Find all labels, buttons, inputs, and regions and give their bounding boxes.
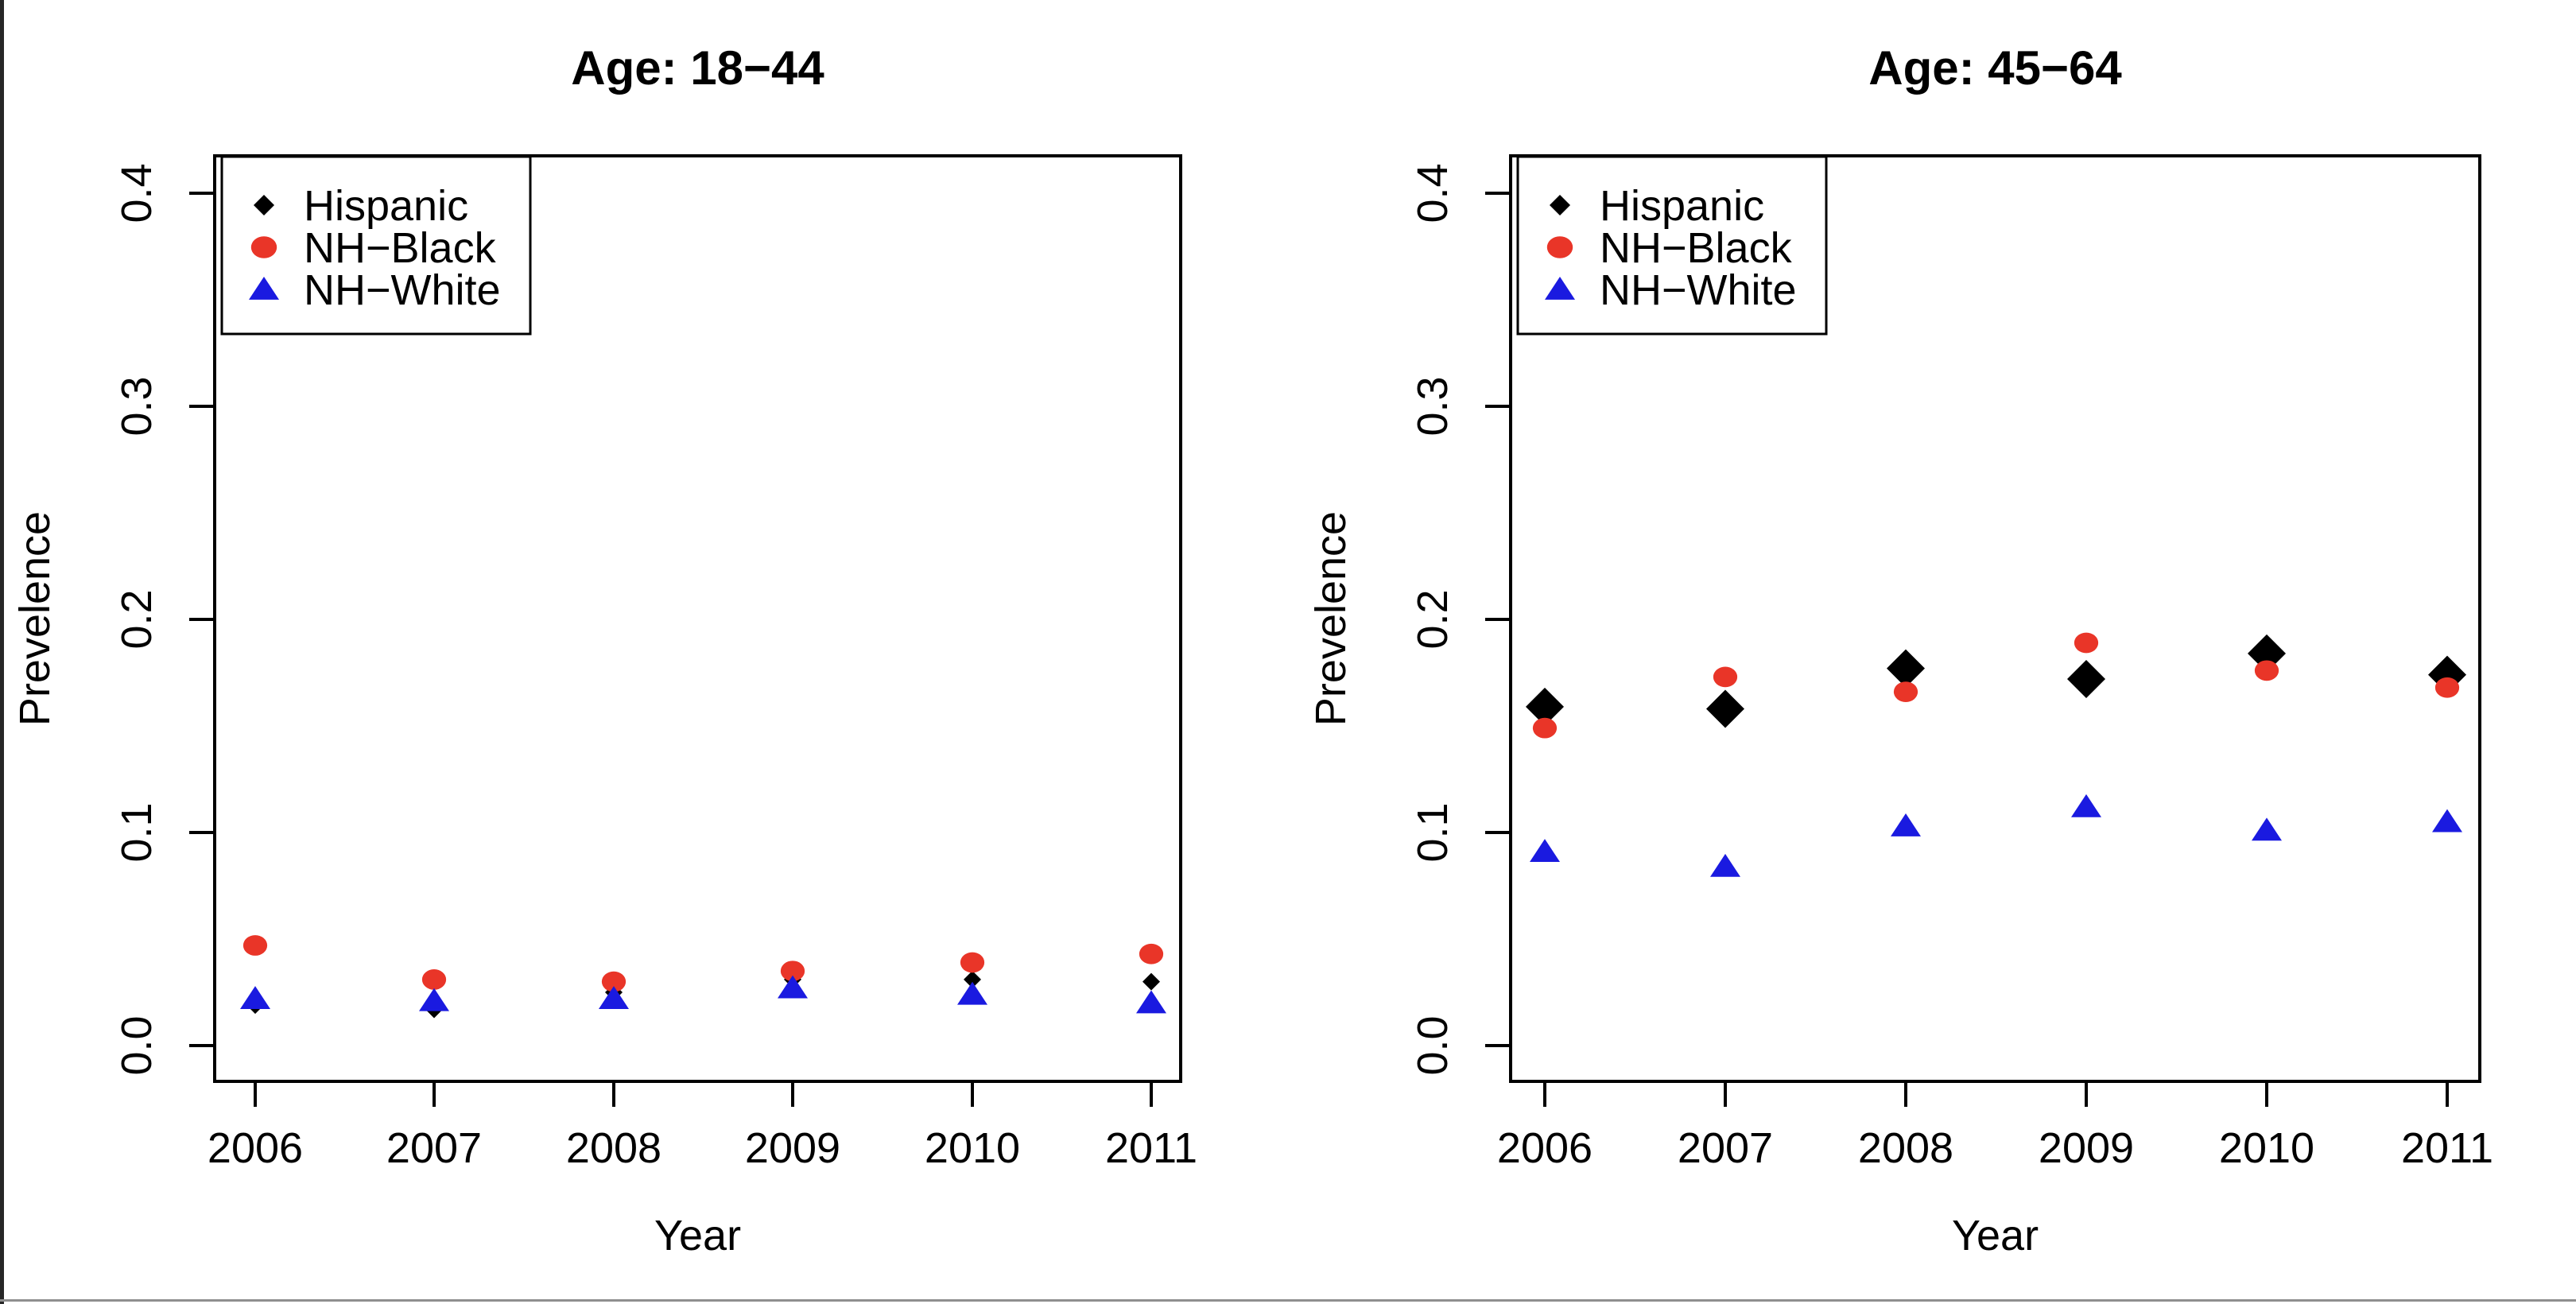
legend-label: NH−White (304, 266, 501, 314)
legend-diamond-marker-icon (1550, 195, 1570, 215)
data-point-2006 (1530, 839, 1560, 863)
legend-triangle-marker-icon (1545, 277, 1575, 300)
data-point-2011 (2434, 677, 2460, 698)
x-tick-label: 2006 (208, 1124, 303, 1172)
legend-label: NH−Black (304, 224, 497, 272)
data-point-2009 (2071, 794, 2101, 817)
data-point-2010 (2252, 817, 2282, 841)
data-point-2009 (780, 961, 805, 982)
data-point-2011 (1139, 943, 1164, 964)
x-tick-label: 2008 (1858, 1124, 1953, 1172)
legend-triangle-marker-icon (249, 277, 279, 300)
x-tick-label: 2007 (1678, 1124, 1773, 1172)
data-point-2007 (1710, 853, 1740, 877)
y-tick-label: 0.1 (113, 802, 161, 862)
data-point-2008 (601, 971, 627, 992)
data-point-2008 (599, 986, 629, 1009)
data-point-2006 (242, 935, 268, 956)
legend-label: Hispanic (304, 182, 468, 230)
data-point-2006 (240, 986, 270, 1009)
data-point-2009 (2074, 632, 2099, 654)
y-tick-label: 0.2 (1409, 589, 1457, 649)
legend-label: NH−Black (1600, 224, 1793, 272)
data-point-2008 (1887, 649, 1925, 688)
x-tick-label: 2008 (566, 1124, 661, 1172)
x-tick-label: 2011 (2401, 1124, 2493, 1172)
data-point-2006 (1526, 687, 1564, 726)
panel-title: Age: 45−64 (1868, 41, 2122, 95)
panel-title: Age: 18−44 (571, 41, 824, 95)
x-axis-label: Year (654, 1212, 741, 1259)
y-axis-label: Prevelence (1307, 511, 1355, 726)
y-tick-label: 0.1 (1409, 802, 1457, 862)
data-point-2011 (1136, 990, 1166, 1014)
data-point-2009 (2067, 660, 2105, 699)
legend-circle-marker-icon (1546, 236, 1573, 258)
legend-circle-marker-icon (250, 236, 277, 258)
data-point-2009 (778, 975, 808, 999)
y-tick-label: 0.4 (1409, 163, 1457, 223)
x-tick-label: 2011 (1105, 1124, 1197, 1172)
data-point-2010 (964, 970, 981, 988)
x-tick-label: 2009 (2039, 1124, 2134, 1172)
y-tick-label: 0.3 (1409, 376, 1457, 436)
series-nh-black (1532, 632, 2460, 739)
y-tick-label: 0.0 (1409, 1015, 1457, 1075)
x-tick-label: 2010 (925, 1124, 1020, 1172)
window-left-edge-line (0, 0, 4, 1304)
y-tick-label: 0.0 (113, 1015, 161, 1075)
legend-diamond-marker-icon (254, 195, 274, 215)
data-point-2008 (1891, 813, 1921, 836)
x-axis-label: Year (1952, 1212, 2039, 1259)
data-point-2010 (960, 952, 985, 973)
y-tick-label: 0.2 (113, 589, 161, 649)
data-point-2011 (1143, 972, 1160, 991)
data-point-2007 (421, 969, 447, 990)
y-axis-label: Prevelence (11, 511, 59, 726)
data-point-2007 (1713, 666, 1738, 688)
y-tick-label: 0.3 (113, 376, 161, 436)
x-tick-label: 2010 (2219, 1124, 2314, 1172)
data-point-2010 (2254, 660, 2279, 681)
data-point-2010 (2248, 634, 2286, 673)
data-point-2007 (1706, 689, 1744, 728)
data-point-2007 (419, 988, 449, 1011)
series-nh-white (240, 975, 1166, 1014)
data-point-2010 (957, 981, 987, 1005)
series-nh-white (1530, 794, 2462, 877)
y-tick-label: 0.4 (113, 163, 161, 223)
panel-age-45-64: Age: 45−64 0.0 0.1 0.2 0.3 0.4 2006 2007 2008 200… (1307, 41, 2493, 1259)
panel-age-18-44: Age: 18−44 0.0 0.1 0.2 0.3 0.4 2006 2007 2008 200… (11, 41, 1197, 1259)
series-hispanic (1526, 634, 2466, 728)
x-tick-label: 2007 (386, 1124, 482, 1172)
legend-label: NH−White (1600, 266, 1797, 314)
data-point-2006 (1532, 717, 1558, 739)
series-nh-black (242, 935, 1164, 992)
x-tick-label: 2006 (1497, 1124, 1593, 1172)
series-hispanic (246, 970, 1160, 1019)
data-point-2011 (2432, 809, 2462, 832)
window-bottom-edge-line (0, 1299, 2576, 1302)
x-tick-label: 2009 (745, 1124, 840, 1172)
legend-label: Hispanic (1600, 182, 1764, 230)
data-point-2008 (1893, 681, 1918, 702)
